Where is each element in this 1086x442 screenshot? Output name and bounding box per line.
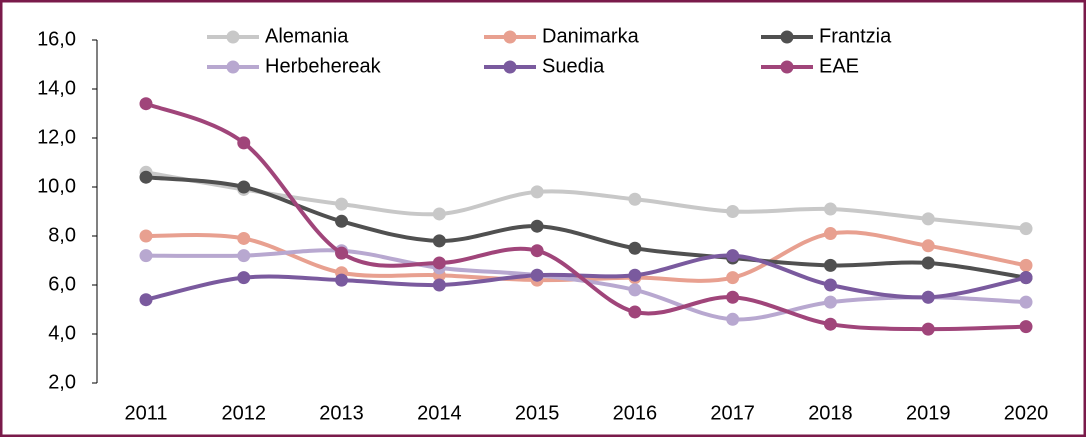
marker (823, 258, 837, 272)
x-tick-label: 2014 (417, 402, 462, 424)
x-tick-label: 2019 (906, 402, 951, 424)
marker (139, 229, 153, 243)
marker (628, 192, 642, 206)
marker (530, 268, 544, 282)
marker (237, 249, 251, 263)
marker (432, 278, 446, 292)
legend-label: Alemania (265, 25, 349, 47)
marker (335, 197, 349, 211)
line (145, 230, 1027, 283)
marker (823, 295, 837, 309)
legend-label: EAE (819, 55, 859, 77)
legend-marker (503, 60, 517, 74)
legend-marker (780, 60, 794, 74)
marker (726, 205, 740, 218)
marker (237, 271, 251, 285)
legend-label: Suedia (542, 55, 605, 77)
y-tick-label: 12,0 (37, 126, 76, 148)
y-tick-label: 4,0 (48, 322, 76, 344)
marker (628, 241, 642, 255)
marker (139, 293, 153, 307)
legend-marker (503, 30, 517, 44)
marker (823, 227, 837, 241)
marker (726, 249, 740, 263)
marker (1019, 222, 1033, 236)
x-tick-label: 2015 (515, 402, 560, 424)
marker (726, 271, 740, 285)
marker (921, 290, 935, 304)
y-tick-label: 10,0 (37, 175, 76, 197)
marker (823, 202, 837, 216)
marker (726, 290, 740, 304)
marker (530, 185, 544, 199)
marker (139, 249, 153, 263)
marker (921, 322, 935, 336)
x-tick-label: 2013 (319, 402, 364, 424)
marker (823, 317, 837, 331)
marker (432, 256, 446, 270)
x-tick-label: 2017 (710, 402, 755, 424)
x-tick-label: 2012 (222, 402, 267, 424)
marker (237, 180, 251, 194)
marker (1019, 320, 1033, 334)
marker (921, 256, 935, 270)
marker (823, 278, 837, 292)
y-tick-label: 16,0 (37, 28, 76, 50)
marker (921, 239, 935, 253)
marker (726, 312, 740, 326)
line (145, 170, 1027, 231)
x-tick-label: 2020 (1004, 402, 1049, 424)
line (145, 101, 1027, 332)
line (145, 253, 1027, 302)
marker (139, 170, 153, 184)
marker (335, 214, 349, 228)
x-tick-label: 2018 (808, 402, 853, 424)
legend-marker (226, 60, 240, 74)
marker (237, 136, 251, 150)
marker (335, 246, 349, 260)
legend-label: Herbehereak (265, 55, 382, 77)
legend-marker (780, 30, 794, 44)
marker (628, 305, 642, 319)
legend-label: Danimarka (542, 25, 640, 47)
marker (921, 212, 935, 226)
marker (432, 234, 446, 248)
marker (432, 207, 446, 221)
y-tick-label: 2,0 (48, 371, 76, 393)
marker (530, 219, 544, 233)
marker (1019, 271, 1033, 285)
legend-marker (226, 30, 240, 44)
marker (628, 268, 642, 282)
x-tick-label: 2011 (124, 402, 167, 424)
y-tick-label: 6,0 (48, 273, 76, 295)
x-tick-label: 2016 (613, 402, 658, 424)
marker (237, 231, 251, 245)
y-tick-label: 8,0 (48, 224, 76, 246)
y-tick-label: 14,0 (37, 77, 76, 99)
marker (530, 244, 544, 258)
line (145, 248, 1027, 322)
marker (628, 283, 642, 297)
legend-label: Frantzia (819, 25, 892, 47)
marker (1019, 258, 1033, 272)
marker (139, 97, 153, 111)
marker (335, 273, 349, 287)
marker (1019, 295, 1033, 309)
